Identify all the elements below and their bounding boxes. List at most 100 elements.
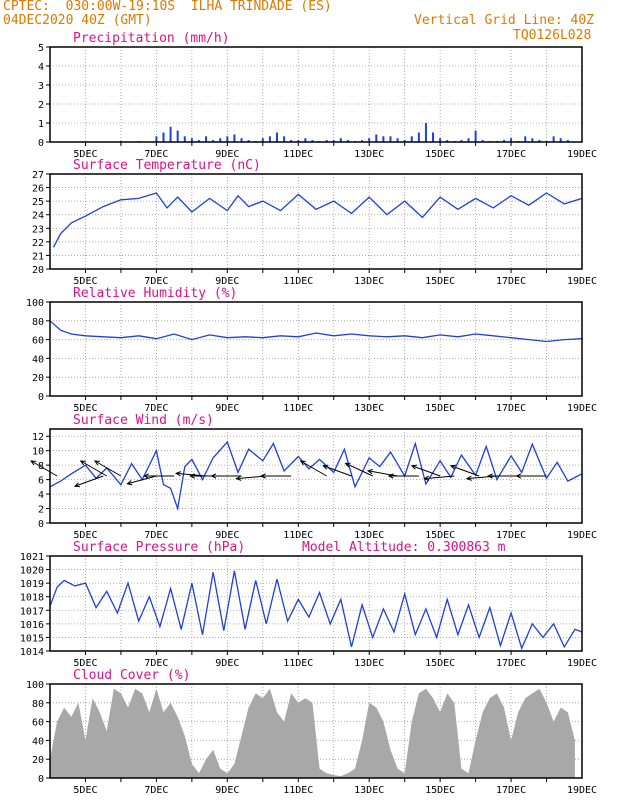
- pressure-title: Surface Pressure (hPa): [73, 540, 245, 555]
- x-tick-label: 13DEC: [354, 530, 384, 541]
- precip-bar: [247, 140, 250, 142]
- x-tick-label: 11DEC: [283, 785, 313, 796]
- precip-bar: [502, 140, 505, 142]
- temperature-series-line: [52, 192, 583, 248]
- wind-vector-head: [142, 473, 149, 479]
- precip-bar: [205, 136, 208, 142]
- y-tick-label: 25: [32, 197, 44, 208]
- precip-bar: [424, 123, 427, 142]
- wind-vector: [345, 462, 373, 477]
- wind-vector-head: [387, 473, 394, 479]
- wind-series-line: [49, 440, 583, 512]
- wind-vector-head: [175, 471, 182, 477]
- wind-vector: [80, 460, 107, 477]
- y-tick-label: 1018: [20, 593, 44, 604]
- wind-vector-head: [322, 464, 329, 470]
- wind-vector-head: [344, 462, 351, 468]
- x-tick-label: 7DEC: [144, 658, 168, 669]
- x-tick-label: 7DEC: [144, 403, 168, 414]
- grid-line-note: Vertical Grid Line: 40Z: [414, 13, 595, 28]
- temperature-frame: [49, 173, 583, 270]
- precip-bar: [467, 138, 470, 142]
- y-tick-label: 8: [38, 461, 44, 472]
- wind-panel: 0 2 4 6 8 10 12 5DEC 7DEC 9DEC 11DEC 13DEC 15DEC 17DE…: [30, 413, 597, 541]
- pressure-frame: [49, 555, 583, 652]
- precip-bar: [403, 140, 406, 142]
- y-tick-label: 1016: [20, 620, 44, 631]
- precip-bar: [346, 140, 349, 142]
- humidity-title: Relative Humidity (%): [73, 286, 237, 301]
- precip-bar: [155, 136, 158, 142]
- x-tick-label: 19DEC: [567, 785, 597, 796]
- model-code: TQ0126L028: [513, 28, 592, 43]
- x-tick-label: 17DEC: [496, 785, 526, 796]
- wind-vector-head: [30, 460, 37, 466]
- y-tick-label: 12: [32, 432, 44, 443]
- x-tick-label: 15DEC: [425, 530, 455, 541]
- wind-vector-head: [366, 468, 373, 475]
- run-date-header: 04DEC2020 40Z (GMT): [3, 13, 152, 28]
- precip-bar: [261, 138, 264, 142]
- precip-bar: [183, 136, 186, 142]
- cloud-panel: 0 20 40 60 80 100 5DEC 7DEC 9DEC 11DEC 13DEC 15DEC 1…: [26, 668, 597, 796]
- precip-bar: [311, 140, 314, 142]
- precip-bar: [474, 130, 477, 142]
- precip-panel: 0 1 2 3 4 5 5DEC 7DEC 9DEC 11DEC 13DEC 15DEC 17DEC 19…: [38, 31, 597, 160]
- station-header: CPTEC: 030:00W-19:10S ILHA TRINDADE (ES): [3, 0, 332, 14]
- x-tick-label: 15DEC: [425, 658, 455, 669]
- precip-bar: [566, 140, 569, 142]
- precip-bar: [389, 136, 392, 142]
- x-tick-label: 9DEC: [215, 785, 239, 796]
- humidity-series-line: [49, 320, 583, 343]
- precip-bar: [332, 140, 335, 142]
- x-tick-label: 9DEC: [215, 276, 239, 287]
- wind-vector: [74, 475, 104, 487]
- y-tick-label: 40: [32, 354, 44, 365]
- precip-bar: [233, 134, 236, 142]
- precip-bar: [460, 140, 463, 142]
- y-tick-label: 0: [38, 519, 44, 530]
- x-tick-label: 9DEC: [215, 403, 239, 414]
- y-tick-label: 0: [38, 138, 44, 149]
- y-tick-label: 0: [38, 774, 44, 785]
- x-tick-label: 7DEC: [144, 276, 168, 287]
- x-tick-label: 5DEC: [73, 785, 97, 796]
- precip-bar: [361, 140, 364, 142]
- precip-bar: [396, 138, 399, 142]
- wind-vector-head: [449, 464, 456, 470]
- y-tick-label: 80: [32, 699, 44, 710]
- x-tick-label: 5DEC: [73, 149, 97, 160]
- wind-vector-head: [189, 473, 195, 479]
- precip-bar: [240, 138, 243, 142]
- wind-vector-head: [487, 473, 493, 479]
- x-tick-label: 17DEC: [496, 149, 526, 160]
- y-tick-label: 22: [32, 238, 44, 249]
- x-tick-label: 15DEC: [425, 149, 455, 160]
- y-tick-label: 21: [32, 251, 44, 262]
- x-tick-label: 7DEC: [144, 785, 168, 796]
- x-tick-label: 19DEC: [567, 403, 597, 414]
- wind-vector-head: [410, 464, 417, 470]
- precip-bar: [552, 136, 555, 142]
- x-tick-label: 7DEC: [144, 149, 168, 160]
- x-tick-label: 13DEC: [354, 276, 384, 287]
- x-tick-label: 19DEC: [567, 658, 597, 669]
- y-tick-label: 26: [32, 184, 44, 195]
- x-tick-label: 11DEC: [283, 530, 313, 541]
- x-tick-label: 5DEC: [73, 276, 97, 287]
- x-tick-label: 11DEC: [283, 276, 313, 287]
- x-tick-label: 9DEC: [215, 658, 239, 669]
- precip-bar: [524, 136, 527, 142]
- wind-vector: [127, 475, 157, 485]
- precip-bar: [559, 138, 562, 142]
- precip-bar: [290, 140, 293, 142]
- y-tick-label: 80: [32, 317, 44, 328]
- x-tick-label: 11DEC: [283, 403, 313, 414]
- precip-bar: [446, 140, 449, 142]
- precip-bar: [169, 126, 172, 142]
- y-tick-label: 4: [38, 490, 44, 501]
- x-tick-label: 13DEC: [354, 403, 384, 414]
- precip-bar: [339, 138, 342, 142]
- wind-vector: [450, 465, 480, 477]
- x-tick-label: 17DEC: [496, 276, 526, 287]
